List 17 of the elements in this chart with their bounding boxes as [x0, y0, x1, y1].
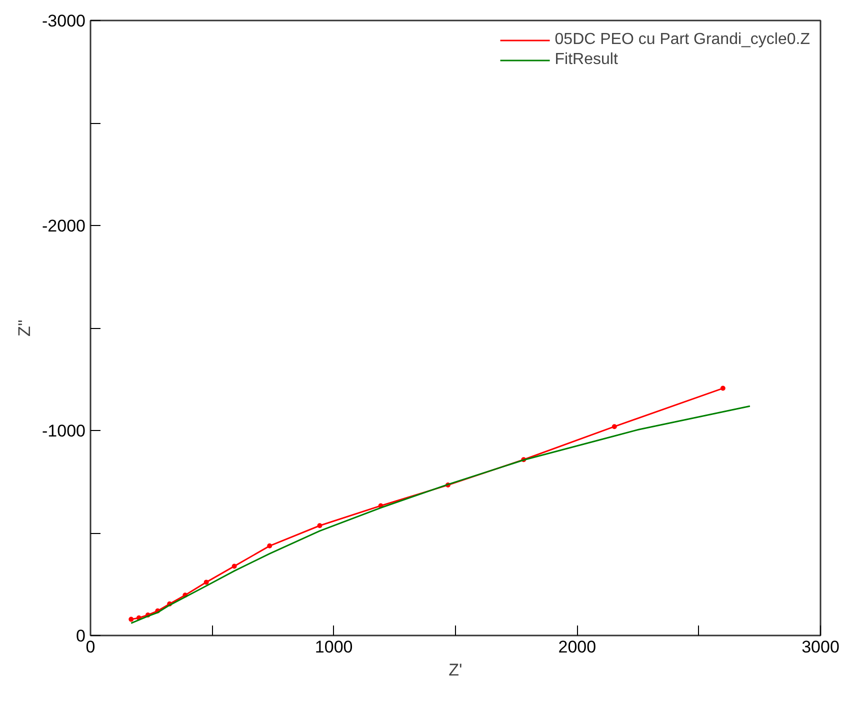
y-tick-label: -1000: [42, 422, 86, 440]
y-tick-label: -2000: [42, 216, 86, 236]
point: [267, 543, 272, 548]
legend-label: 05DC PEO cu Part Grandi_cycle0.Z: [554, 31, 810, 49]
x-tick-label: 3000: [802, 638, 840, 656]
x-axis-title: Z': [448, 660, 462, 680]
point: [128, 616, 134, 622]
point: [317, 523, 322, 528]
y-tick-label: -3000: [42, 12, 86, 30]
y-axis-title: Z'': [15, 320, 34, 336]
x-tick-label: 2000: [558, 638, 596, 656]
point: [232, 564, 237, 569]
x-tick-label: 1000: [314, 638, 353, 656]
point: [720, 386, 726, 391]
point: [612, 424, 617, 430]
point: [204, 580, 209, 585]
legend-label: FitResult: [554, 51, 618, 69]
